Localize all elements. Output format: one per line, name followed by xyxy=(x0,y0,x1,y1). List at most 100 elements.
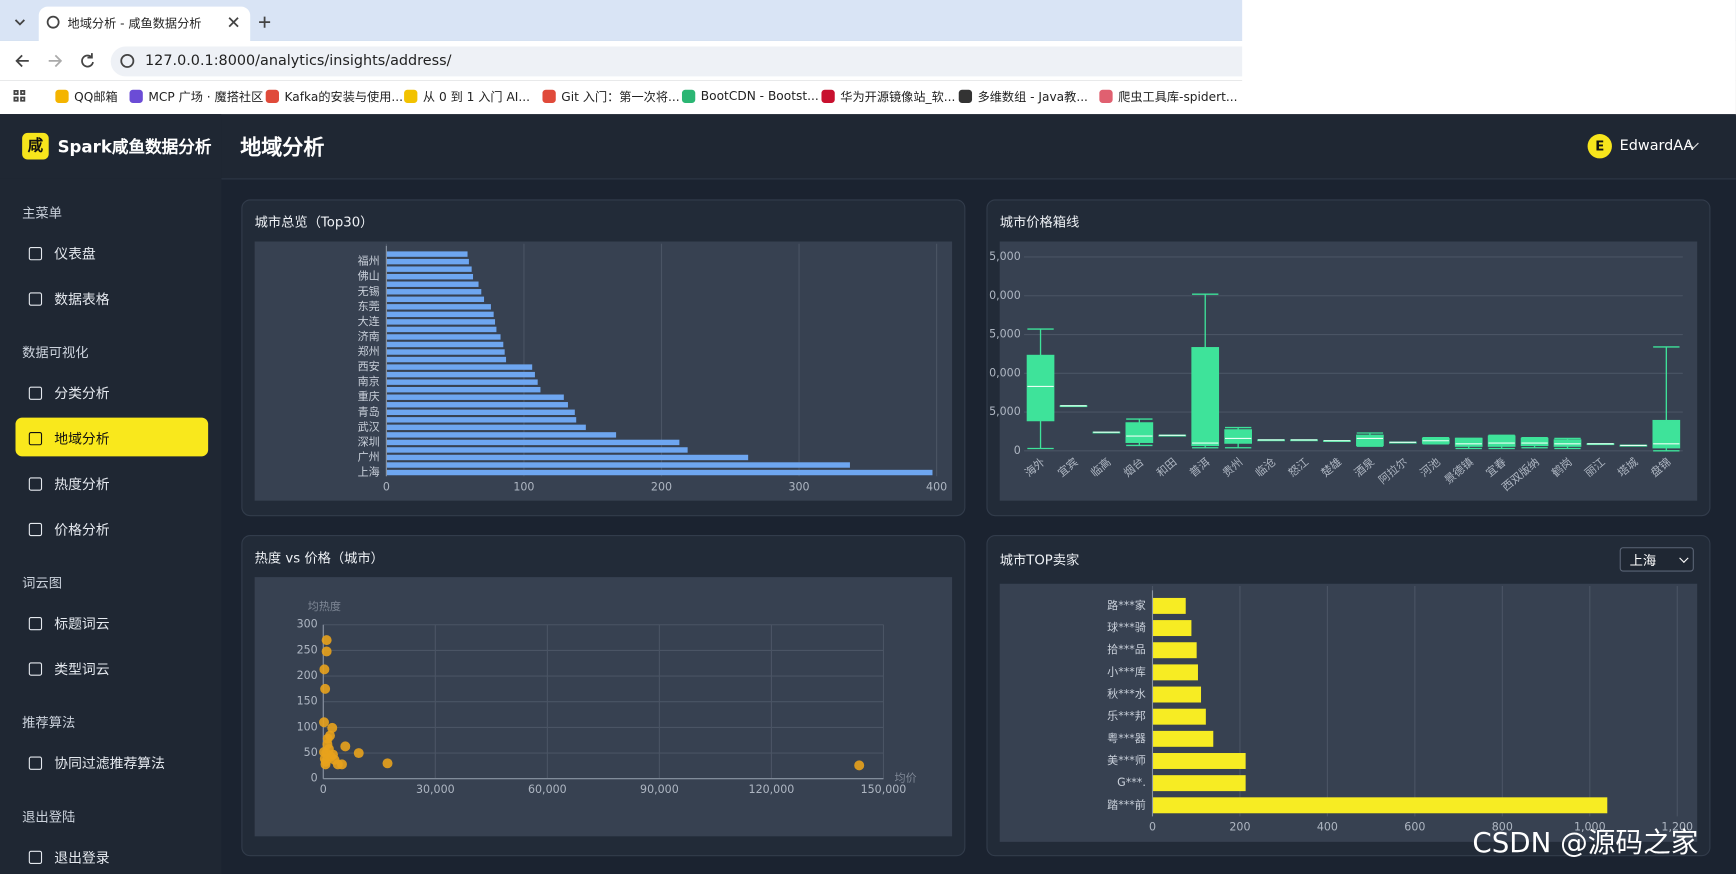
y-tick-label: 100 xyxy=(297,720,318,733)
menu-group: 推荐算法 xyxy=(22,715,76,731)
x-tick-label: 60,000 xyxy=(528,783,567,796)
bookmark[interactable]: Git 入门：第一次将... xyxy=(561,89,680,105)
y-tick-label: 5,000 xyxy=(989,250,1021,263)
bookmark[interactable]: 从 0 到 1 入门 AI... xyxy=(422,89,531,105)
box xyxy=(1191,347,1220,447)
y-tick-label: 重庆 xyxy=(358,389,380,403)
menu-group: 退出登陆 xyxy=(22,809,76,825)
y-tick-label: 150 xyxy=(297,695,318,708)
menu-item[interactable]: 地域分析 xyxy=(54,430,110,447)
sidebar xyxy=(0,114,222,874)
bar xyxy=(386,273,474,280)
bookmark-icon xyxy=(681,89,696,104)
bookmark[interactable]: BootCDN - Bootst... xyxy=(700,89,819,104)
menu-icon xyxy=(28,432,43,446)
bar xyxy=(386,379,538,385)
x-tick-label: 0 xyxy=(1149,820,1156,833)
menu-icon xyxy=(28,850,43,865)
box xyxy=(1652,419,1681,449)
y-tick-label: 武汉 xyxy=(358,420,380,433)
y-tick-label: 球***骑 xyxy=(1107,620,1146,634)
bookmark-icon xyxy=(55,89,69,104)
chart-title: 热度 vs 价格（城市） xyxy=(255,549,384,566)
bar xyxy=(386,326,497,333)
x-tick-label: 0 xyxy=(320,783,327,796)
y-tick-label: 南京 xyxy=(358,374,380,388)
x-tick-label: 30,000 xyxy=(416,783,455,796)
menu-item[interactable]: 分类分析 xyxy=(54,384,110,402)
user-name[interactable]: EdwardAA xyxy=(1619,137,1694,155)
y-tick-label: 福州 xyxy=(358,254,380,268)
active-tab[interactable] xyxy=(38,6,251,41)
y-tick-label: 50 xyxy=(304,746,318,759)
bar xyxy=(386,356,507,363)
reload[interactable] xyxy=(81,53,94,68)
bar xyxy=(386,409,575,415)
forward[interactable] xyxy=(48,54,63,68)
bar xyxy=(386,341,504,348)
bookmark[interactable]: MCP 广场 · 魔搭社区 xyxy=(148,89,264,105)
city-select[interactable]: 上海 xyxy=(1619,547,1694,572)
avatar[interactable]: E xyxy=(1587,134,1612,159)
menu-icon xyxy=(28,522,43,537)
box xyxy=(1125,422,1154,443)
bar xyxy=(386,349,505,355)
tab-menu[interactable] xyxy=(14,19,25,26)
blank-overlay xyxy=(1242,0,1736,115)
brand: Spark咸鱼数据分析 xyxy=(57,136,212,157)
bar xyxy=(1152,797,1608,814)
tab-close[interactable] xyxy=(228,17,239,28)
chart-title: 城市总览（Top30） xyxy=(255,214,374,231)
menu-item[interactable]: 类型词云 xyxy=(54,660,110,678)
tab-title: 地域分析 - 咸鱼数据分析 xyxy=(67,16,202,32)
point xyxy=(382,758,393,769)
back[interactable] xyxy=(15,54,29,68)
new-tab[interactable] xyxy=(259,16,271,28)
y-tick-label: 佛山 xyxy=(358,270,380,283)
bookmark[interactable]: 爬虫工具库-spidert... xyxy=(1118,89,1238,105)
menu-item[interactable]: 标题词云 xyxy=(54,615,110,632)
y-tick-label: 5,000 xyxy=(989,405,1021,418)
omnibox[interactable] xyxy=(110,46,1263,77)
menu-item[interactable]: 协同过滤推荐算法 xyxy=(54,754,165,772)
bar xyxy=(386,311,494,318)
x-tick-label: 600 xyxy=(1404,820,1425,833)
apps[interactable] xyxy=(13,89,26,102)
bookmark[interactable]: 华为开源镜像站_软... xyxy=(840,89,956,105)
y-tick-label: 0,000 xyxy=(989,366,1021,379)
menu-group: 数据可视化 xyxy=(22,345,89,361)
bar xyxy=(386,319,496,325)
y-tick-label: 广州 xyxy=(358,450,380,463)
point xyxy=(353,748,364,759)
bookmark[interactable]: QQ邮箱 xyxy=(74,89,118,105)
menu-item[interactable]: 价格分析 xyxy=(54,521,110,538)
menu-item[interactable]: 退出登录 xyxy=(54,849,110,866)
bar xyxy=(386,439,680,446)
y-axis-title: 均热度 xyxy=(308,599,341,613)
bookmark[interactable]: 多维数组 - Java教... xyxy=(977,89,1088,105)
point xyxy=(321,646,332,657)
y-tick-label: 粤***器 xyxy=(1107,731,1146,745)
bar xyxy=(386,417,577,423)
y-tick-label: 踏***前 xyxy=(1107,797,1146,811)
bar xyxy=(386,402,568,408)
point xyxy=(327,722,338,733)
y-tick-label: 东莞 xyxy=(358,300,380,313)
menu-item[interactable]: 热度分析 xyxy=(54,475,110,493)
menu-icon xyxy=(28,386,43,400)
point xyxy=(319,717,330,728)
menu-item[interactable]: 仪表盘 xyxy=(54,245,96,262)
point xyxy=(319,747,330,758)
y-tick-label: 拾***品 xyxy=(1107,642,1146,656)
point xyxy=(320,683,331,694)
x-tick-label: 800 xyxy=(1492,820,1513,833)
site-info[interactable] xyxy=(120,53,135,68)
bookmark[interactable]: Kafka的安装与使用... xyxy=(284,89,404,105)
bar xyxy=(1152,664,1198,681)
url: 127.0.0.1:8000/analytics/insights/addres… xyxy=(145,52,452,70)
menu-item[interactable]: 数据表格 xyxy=(54,290,110,308)
box xyxy=(1026,354,1055,422)
bar xyxy=(1152,642,1197,659)
